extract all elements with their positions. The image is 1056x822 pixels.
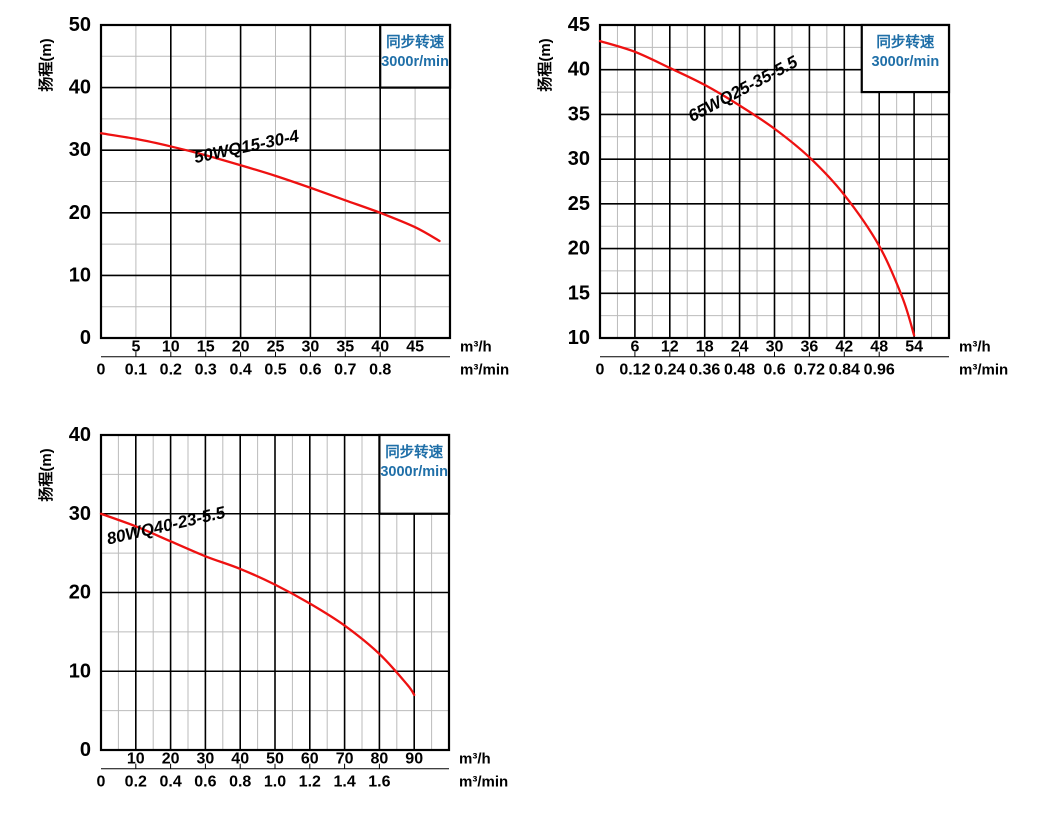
svg-text:40: 40 [568, 59, 590, 81]
svg-text:35: 35 [568, 103, 590, 125]
svg-text:m³/h: m³/h [959, 339, 991, 356]
svg-text:10: 10 [568, 327, 590, 349]
svg-text:0.1: 0.1 [125, 362, 147, 379]
svg-text:10: 10 [69, 660, 91, 682]
svg-text:0.6: 0.6 [763, 362, 785, 379]
svg-text:m³/min: m³/min [959, 362, 1008, 379]
svg-text:0.6: 0.6 [299, 362, 321, 379]
svg-text:m³/h: m³/h [460, 339, 492, 356]
svg-text:0: 0 [80, 739, 91, 761]
svg-text:0: 0 [97, 362, 106, 379]
svg-text:40: 40 [69, 77, 91, 99]
svg-text:0.72: 0.72 [794, 362, 825, 379]
svg-text:m³/h: m³/h [459, 751, 491, 768]
svg-text:m³/min: m³/min [459, 774, 508, 791]
svg-text:0.84: 0.84 [829, 362, 860, 379]
svg-text:3000r/min: 3000r/min [381, 54, 449, 70]
svg-text:3000r/min: 3000r/min [872, 54, 940, 70]
svg-text:扬程(m): 扬程(m) [37, 448, 55, 501]
svg-text:0: 0 [97, 774, 106, 791]
svg-text:0.96: 0.96 [864, 362, 895, 379]
svg-text:0.8: 0.8 [369, 362, 391, 379]
svg-text:1.4: 1.4 [333, 774, 355, 791]
svg-text:10: 10 [69, 264, 91, 286]
svg-text:0.5: 0.5 [264, 362, 286, 379]
svg-text:0.2: 0.2 [125, 774, 147, 791]
svg-text:0.7: 0.7 [334, 362, 356, 379]
svg-text:50: 50 [69, 14, 91, 36]
svg-text:0.3: 0.3 [195, 362, 217, 379]
svg-text:15: 15 [568, 282, 590, 304]
svg-text:0.4: 0.4 [159, 774, 181, 791]
svg-text:同步转速: 同步转速 [876, 33, 934, 51]
svg-text:m³/min: m³/min [460, 362, 509, 379]
svg-text:0.36: 0.36 [689, 362, 720, 379]
svg-text:40: 40 [69, 424, 91, 446]
svg-text:同步转速: 同步转速 [385, 443, 443, 461]
svg-text:0.2: 0.2 [160, 362, 182, 379]
svg-text:20: 20 [568, 238, 590, 260]
svg-text:20: 20 [69, 582, 91, 604]
svg-text:20: 20 [69, 202, 91, 224]
svg-text:1.2: 1.2 [299, 774, 321, 791]
svg-text:25: 25 [568, 193, 590, 215]
svg-text:0: 0 [80, 327, 91, 349]
svg-text:0.4: 0.4 [229, 362, 251, 379]
svg-text:0.48: 0.48 [724, 362, 755, 379]
svg-text:30: 30 [69, 139, 91, 161]
svg-text:0.8: 0.8 [229, 774, 251, 791]
svg-text:30: 30 [568, 148, 590, 170]
svg-text:0.24: 0.24 [654, 362, 685, 379]
svg-text:0.6: 0.6 [194, 774, 216, 791]
svg-text:1.0: 1.0 [264, 774, 286, 791]
svg-text:0.12: 0.12 [619, 362, 650, 379]
svg-text:扬程(m): 扬程(m) [536, 38, 554, 91]
svg-text:扬程(m): 扬程(m) [37, 38, 55, 91]
svg-text:30: 30 [69, 503, 91, 525]
svg-text:54: 54 [905, 339, 923, 356]
svg-text:90: 90 [405, 751, 423, 768]
svg-text:3000r/min: 3000r/min [380, 464, 448, 480]
svg-text:0: 0 [596, 362, 605, 379]
svg-text:45: 45 [568, 14, 590, 36]
svg-text:1.6: 1.6 [368, 774, 390, 791]
svg-text:同步转速: 同步转速 [386, 33, 444, 51]
svg-text:45: 45 [406, 339, 424, 356]
